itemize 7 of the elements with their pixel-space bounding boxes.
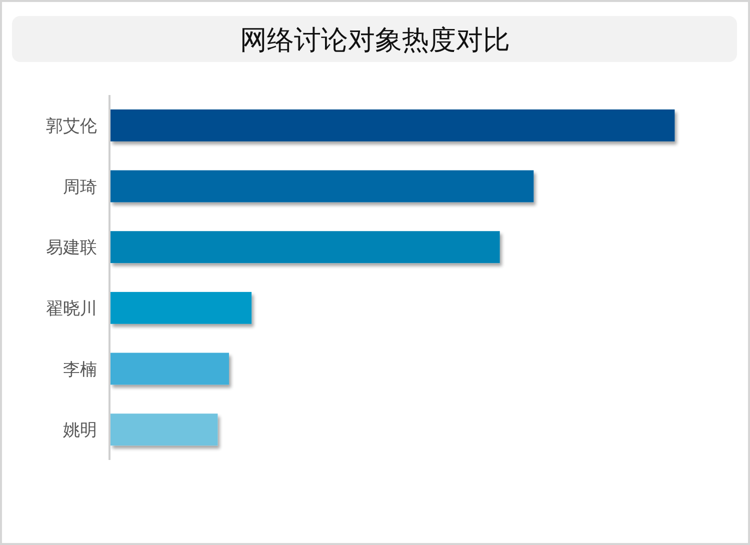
category-label: 郭艾伦 <box>46 116 97 136</box>
category-label: 周琦 <box>63 177 97 198</box>
title: 网络讨论对象热度对比 <box>240 25 510 56</box>
category-label: 李楠 <box>63 360 97 380</box>
category-label: 翟晓川 <box>46 298 97 319</box>
category-label: 易建联 <box>46 238 97 258</box>
category-label: 姚明 <box>63 420 97 441</box>
